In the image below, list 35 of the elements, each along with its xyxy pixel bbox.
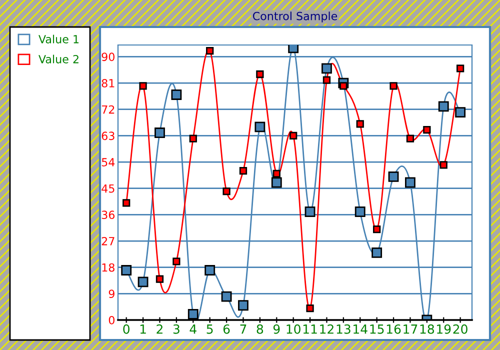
x-tick-label: 16 xyxy=(386,324,401,334)
y-tick-label: 9 xyxy=(108,290,114,298)
x-tick-label: 9 xyxy=(273,324,280,334)
x-tick-label: 12 xyxy=(320,324,334,334)
y-tick-label: 72 xyxy=(102,105,114,114)
x-tick-label: 6 xyxy=(223,324,230,334)
x-tick-label: 2 xyxy=(156,324,162,334)
x-tick-label: 17 xyxy=(404,324,418,334)
x-tick-label: 7 xyxy=(240,324,246,334)
legend-label: Value 1 xyxy=(38,34,79,44)
x-tick-label: 14 xyxy=(354,324,368,334)
x-tick-label: 5 xyxy=(206,324,213,334)
x-tick-label: 0 xyxy=(123,324,130,334)
legend-label: Value 2 xyxy=(38,54,78,64)
x-tick-label: 15 xyxy=(370,324,384,334)
x-tick-label: 13 xyxy=(336,324,350,334)
y-tick-label: 63 xyxy=(102,132,114,140)
x-tick-label: 11 xyxy=(303,324,317,334)
y-tick-label: 81 xyxy=(102,79,114,88)
x-tick-label: 3 xyxy=(173,324,180,334)
x-tick-label: 4 xyxy=(190,324,196,334)
y-tick-label: 90 xyxy=(102,52,114,62)
y-tick-label: 0 xyxy=(108,316,114,324)
x-tick-label: 10 xyxy=(286,324,300,334)
x-tick-label: 8 xyxy=(256,324,264,334)
y-tick-label: 36 xyxy=(102,210,115,220)
y-tick-label: 45 xyxy=(102,184,114,193)
y-tick-label: 54 xyxy=(102,158,115,166)
x-tick-label: 18 xyxy=(420,324,434,334)
x-tick-label: 19 xyxy=(437,324,451,334)
chart-title: Control Sample xyxy=(252,12,338,22)
x-tick-label: 1 xyxy=(140,324,146,334)
x-tick-label: 20 xyxy=(453,324,468,334)
y-tick-label: 27 xyxy=(102,236,114,246)
y-tick-label: 18 xyxy=(102,263,114,272)
